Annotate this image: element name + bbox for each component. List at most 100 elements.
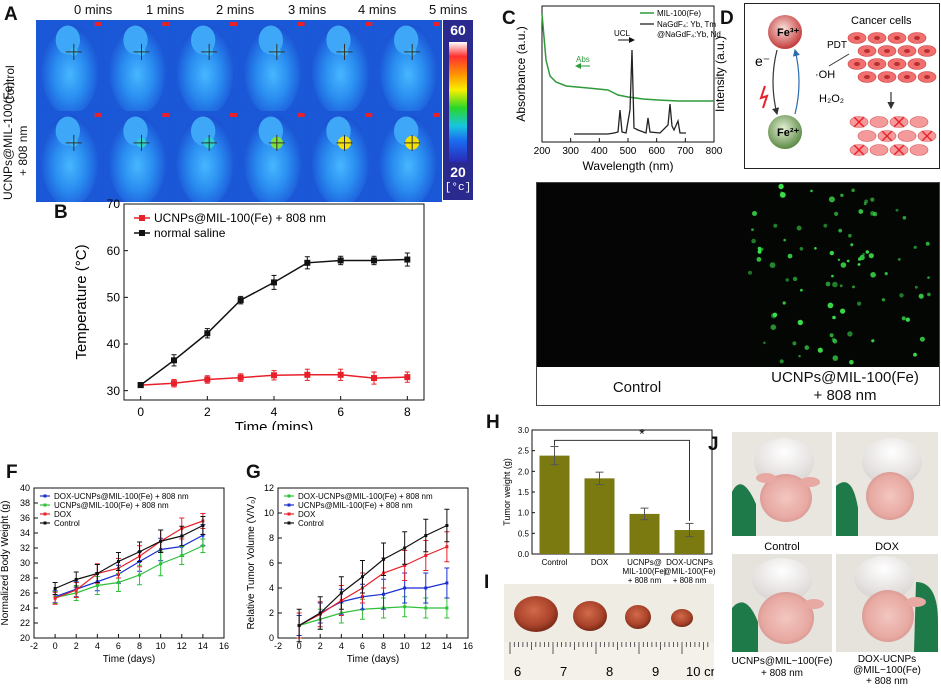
fluorescent-cell [870, 272, 876, 278]
fluorescent-cell [868, 253, 874, 259]
mouse-silhouette [109, 24, 166, 116]
pdt-arrow [828, 53, 850, 67]
data-point [237, 374, 244, 381]
crosshair [336, 43, 353, 60]
series-line [298, 546, 448, 627]
fluorescent-cell [895, 208, 899, 212]
fluorescent-cell [782, 301, 786, 305]
fluorescent-cell [897, 258, 901, 261]
tumor-ucnp [625, 605, 651, 629]
y-tick-label: 10 [264, 508, 274, 518]
fluorescence-panel: Control UCNPs@MIL-100(Fe) + 808 nm [536, 182, 940, 406]
y-tick-label: 30 [107, 384, 121, 398]
fluorescent-cell [918, 293, 924, 299]
x-tick-label: 8 [137, 641, 142, 651]
data-point [201, 544, 205, 548]
data-point [95, 584, 99, 587]
data-point [445, 524, 449, 527]
j-label-doxucnp-1: DOX-UCNPs [858, 654, 916, 665]
fluorescent-cell [837, 258, 841, 261]
x-tick-label: 2 [204, 405, 211, 419]
burst-mark [893, 144, 905, 156]
data-point [403, 605, 407, 609]
series-line [54, 520, 204, 599]
chart-c-ylabel-right: Intensity (a.u.) [713, 36, 727, 112]
j-label-ucnp-1: UCNPs@MIL−100(Fe) [732, 656, 833, 667]
data-point [159, 562, 163, 566]
mouse-silhouette [176, 115, 234, 202]
burst-mark [881, 130, 893, 142]
x-tick-label: 10 [156, 641, 166, 651]
data-point [404, 374, 411, 381]
fluorescent-cell [881, 298, 886, 302]
bar [629, 513, 660, 554]
data-point [371, 375, 377, 382]
mouse-photo-dox-ucnp [836, 554, 938, 652]
y-tick-label: 40 [107, 337, 121, 351]
e-control-label: Control [612, 379, 662, 396]
fluorescent-cell [840, 262, 847, 268]
fluorescent-cell [748, 270, 752, 275]
time-label: 1 mins [146, 2, 185, 17]
reduction-arrow [772, 49, 780, 116]
data-point [204, 330, 211, 337]
colorbar-unit: [°c] [444, 182, 472, 194]
legend-marker [43, 503, 47, 507]
fe3-ion [768, 15, 802, 49]
y-tick-label: 0 [269, 633, 274, 643]
panel-label-b: B [54, 202, 68, 223]
burst-mark [853, 116, 865, 128]
fluorescent-cell [778, 183, 784, 190]
data-point [404, 256, 411, 263]
fluorescent-cell [847, 331, 853, 337]
row-label-treated-text: UCNPs@MIL-100(Fe) [1, 81, 15, 200]
crosshair [65, 134, 82, 151]
x-tick-label: 16 [219, 641, 229, 651]
fluorescent-cell [859, 254, 865, 261]
fluorescent-cell [914, 285, 918, 289]
data-point [204, 376, 211, 383]
x-axis-label: Time (mins) [235, 419, 314, 430]
x-tick-label: 800 [706, 146, 723, 157]
fluorescent-cell [832, 281, 838, 288]
data-point [445, 545, 449, 549]
panel-label-i: I [484, 572, 490, 593]
cell-nucleus [854, 36, 860, 40]
fluorescent-cell [773, 223, 778, 228]
fluorescent-cell [751, 238, 756, 244]
chart-c-ylabel-left: Absorbance (a.u.) [514, 26, 528, 121]
fluorescent-cell [825, 281, 831, 287]
fluorescent-cell [769, 262, 776, 268]
j-label-dox: DOX [875, 541, 900, 553]
marker-tag [230, 113, 237, 117]
chart-c: UCL Abs MIL-100(Fe) NaGdF₄: Yb, Tm @NaGd… [514, 5, 727, 173]
fluorescent-cell [780, 191, 783, 194]
data-point [138, 573, 142, 577]
y-tick-label: 38 [20, 498, 30, 508]
fluorescent-cell [838, 228, 843, 233]
data-point [371, 257, 377, 264]
ruler-label: 9 [652, 664, 659, 679]
mechanism-svg: Fe³⁺ Fe²⁺ e⁻ ·OH H₂O₂ PDT Cancer cells [755, 15, 937, 156]
data-point [403, 586, 407, 590]
y-tick-label: 24 [20, 603, 30, 613]
fe2-label: Fe²⁺ [777, 127, 800, 139]
mouse-silhouette [312, 115, 369, 202]
fluorescent-cell [763, 341, 766, 345]
y-tick-label: 12 [264, 483, 274, 493]
fluorescent-cell [779, 359, 784, 364]
fluorescent-cell [857, 301, 862, 306]
dying-cell [869, 144, 889, 156]
crosshair [336, 134, 353, 151]
cancer-cells-label: Cancer cells [851, 15, 912, 27]
fluorescent-cell [770, 324, 777, 330]
fe2-ion [768, 115, 802, 149]
fluorescent-cell [799, 247, 804, 251]
mouse-silhouette [379, 115, 437, 202]
series-line [298, 582, 448, 627]
data-point [424, 534, 428, 537]
cell-nucleus [864, 49, 870, 53]
mouse-silhouette [109, 115, 166, 202]
fluorescent-cell [863, 202, 867, 206]
fluorescent-cell [848, 233, 852, 238]
